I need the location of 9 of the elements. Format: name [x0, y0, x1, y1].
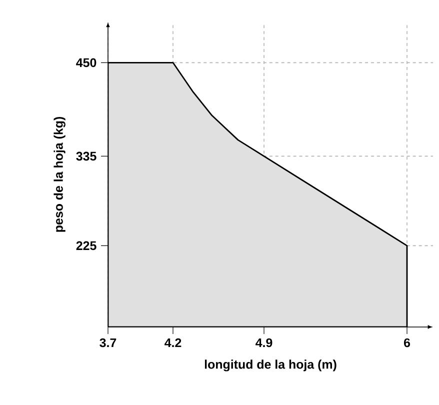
x-tick-label: 6 — [404, 338, 410, 348]
x-axis-title: longitud de la hoja (m) — [204, 360, 336, 372]
x-tick-label: 4.2 — [164, 338, 182, 348]
x-tick-label: 3.7 — [100, 338, 116, 348]
y-tick-label: 450 — [76, 58, 96, 68]
x-tick-label: 4.9 — [256, 338, 272, 348]
y-tick-label: 335 — [76, 152, 96, 161]
y-tick-label: 225 — [76, 241, 96, 250]
y-axis-title: peso de la hoja (kg) — [54, 116, 66, 232]
